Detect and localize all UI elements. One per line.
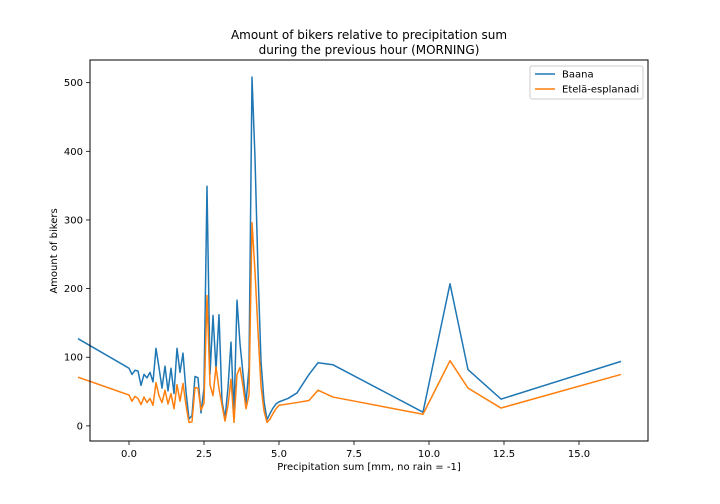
x-tick-label: 10.0: [418, 449, 440, 460]
x-tick-label: 5.0: [271, 449, 287, 460]
plot-area: [77, 59, 649, 442]
y-axis-ticks: 0 100 200 300 400 500: [64, 78, 90, 432]
x-axis-label: Precipitation sum [mm, no rain = -1]: [277, 462, 461, 473]
x-tick-label: 15.0: [568, 449, 590, 460]
legend-box: [529, 65, 644, 100]
y-tick-label: 500: [64, 78, 83, 89]
legend-label-baana: Baana: [562, 70, 594, 81]
chart-title-line-2: during the previous hour (MORNING): [259, 43, 480, 57]
x-tick-label: 0.0: [121, 449, 137, 460]
series-line-etel-esplanadi: [77, 221, 622, 424]
legend-label-etela-esplanadi: Etelä-esplanadi: [562, 85, 639, 96]
y-tick-label: 300: [64, 215, 83, 226]
x-axis-ticks: 0.0 2.5 5.0 7.5 10.0 12.5 15.0: [121, 441, 590, 460]
legend: Baana Etelä-esplanadi: [529, 65, 644, 100]
axes-frame: [89, 59, 649, 442]
y-axis-label: Amount of bikers: [49, 208, 60, 293]
x-tick-label: 2.5: [196, 449, 212, 460]
series-layer: [77, 76, 622, 424]
series-line-baana: [77, 76, 622, 421]
chart-title-line-1: Amount of bikers relative to precipitati…: [231, 28, 507, 42]
y-tick-label: 100: [64, 353, 83, 364]
y-tick-label: 0: [77, 421, 83, 432]
y-tick-label: 200: [64, 284, 83, 295]
x-tick-label: 7.5: [346, 449, 362, 460]
x-tick-label: 12.5: [493, 449, 515, 460]
y-tick-label: 400: [64, 147, 83, 158]
